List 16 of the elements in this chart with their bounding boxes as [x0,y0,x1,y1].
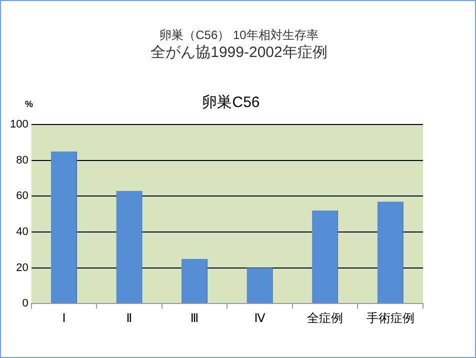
x-tick-label: Ⅳ [254,311,266,326]
y-tick-label: 100 [10,118,28,131]
chart-subtitle: 全がん協1999-2002年症例 [150,43,328,62]
x-tick-label: Ⅱ [126,311,132,326]
x-tick-label: Ⅰ [62,311,66,326]
text: 卵巣C56 [201,93,261,112]
x-tick-label: 全症例 [307,311,344,326]
y-axis-title: % [25,99,34,109]
y-tick-label: 60 [16,190,28,202]
y-tick-label: 0 [22,298,28,310]
y-tick-label: 80 [16,154,28,166]
y-tick-label: 20 [16,262,28,274]
chart-title: 卵巣（C56） 10年相対生存率 [158,27,320,44]
x-tick-label: 手術症例 [366,311,414,326]
x-tick-label: Ⅲ [190,311,199,326]
y-tick-label: 40 [16,226,28,238]
